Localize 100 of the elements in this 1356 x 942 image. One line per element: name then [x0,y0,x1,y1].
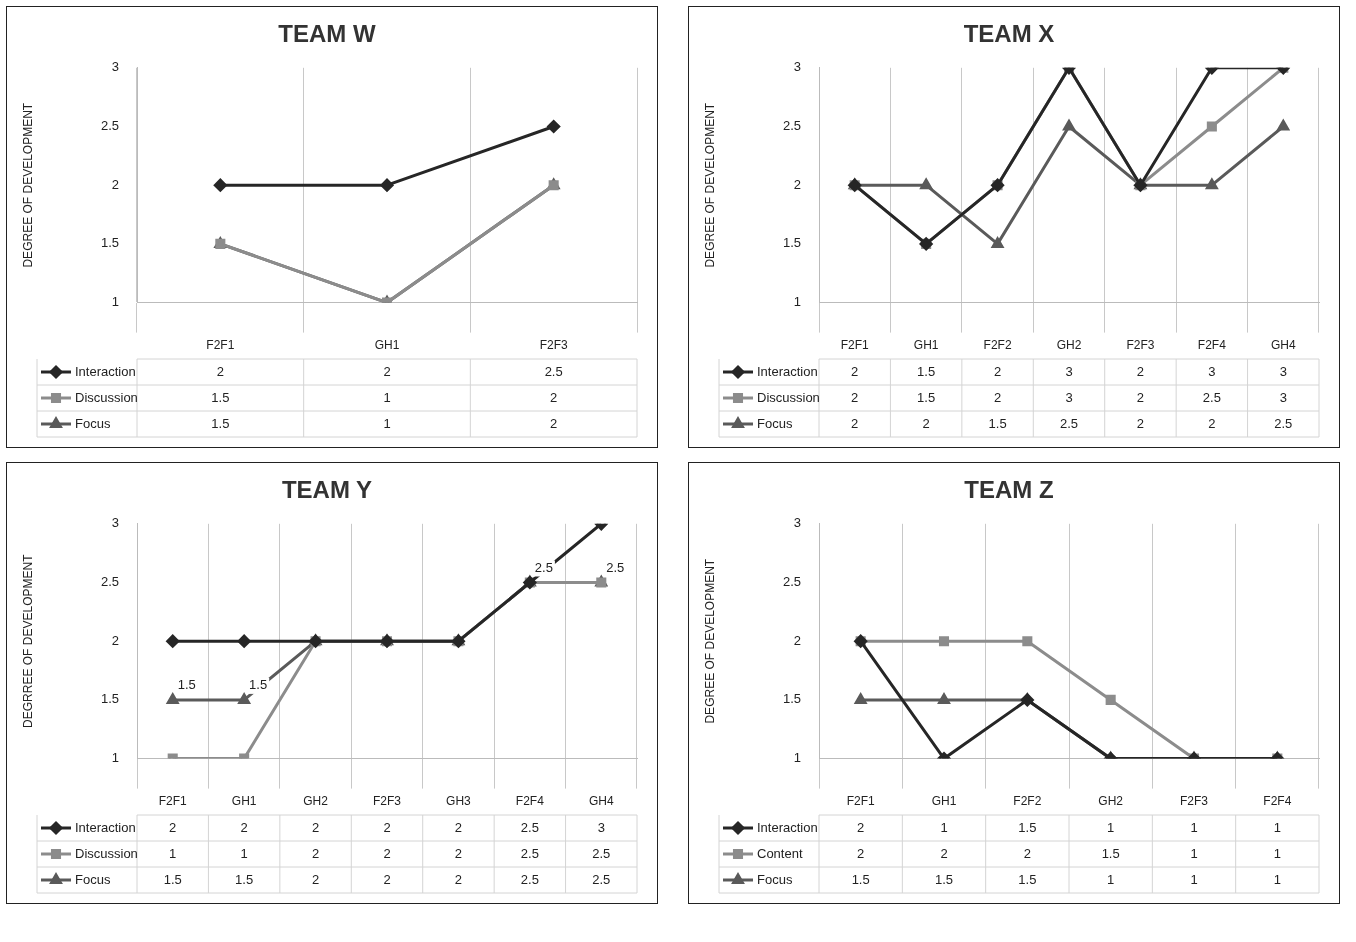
x-tick-label: F2F4 [1263,794,1292,809]
data-label: 2 [1136,389,1145,405]
x-tick-label: GH4 [1270,338,1296,353]
data-label: 2 [383,819,391,835]
legend-label: Focus [75,415,111,431]
x-tick-label: F2F1 [158,794,188,809]
y-tick-label: 2 [793,632,801,648]
y-tick-label: 2 [793,176,801,192]
x-tick-label: F2F1 [206,338,235,353]
data-label: 2.5 [544,363,563,379]
data-label: 1 [1107,819,1115,835]
data-label: 2 [1208,415,1216,431]
data-label: 2 [311,871,320,887]
annotation: 1.5 [177,677,196,693]
y-tick-label: 1 [793,294,801,310]
legend-label: Content [757,845,803,861]
data-label: 1.5 [917,363,936,379]
data-label: 2.5 [520,819,539,835]
data-label: 2.5 [1059,415,1079,431]
data-label: 2 [940,845,948,861]
x-tick-label: F2F3 [1179,794,1209,809]
data-label: 1.5 [211,415,230,431]
y-tick-label: 3 [111,59,119,75]
y-tick-label: 2.5 [782,574,801,590]
data-label: 3 [1065,389,1073,405]
data-label: 2 [550,415,558,431]
data-label: 2 [857,845,865,861]
annotation: 1.5 [249,677,268,693]
y-axis-title: DEGREE OF DEVELOPMENT [20,102,35,268]
data-label: 3 [1279,363,1287,379]
legend-label: Discussion [75,389,138,405]
data-label: 3 [1208,363,1216,379]
data-label: 1 [1190,819,1198,835]
legend-label: Discussion [757,389,820,405]
data-label: 2 [1136,363,1145,379]
data-label: 1 [1273,819,1281,835]
y-axis-title: DEGREE OF DEVELOPMENT [702,558,717,724]
data-label: 1.5 [1101,845,1120,861]
chart-title: TEAM Y [281,476,373,504]
data-label: 2 [851,389,859,405]
data-label: 2.5 [520,871,539,887]
data-label: 1 [383,415,391,431]
data-label: 1 [1190,871,1198,887]
y-tick-label: 1.5 [100,235,119,251]
data-label: 1.5 [1018,819,1037,835]
y-tick-label: 2.5 [782,118,801,134]
legend-label: Interaction [75,363,136,379]
x-tick-label: GH2 [303,794,329,809]
x-tick-label: GH1 [931,794,957,809]
legend-label: Interaction [757,819,818,835]
y-tick-label: 3 [793,59,801,75]
y-tick-label: 1.5 [782,235,801,251]
x-tick-label: F2F1 [840,338,870,353]
x-tick-label: GH4 [588,794,614,809]
data-label: 1 [383,389,391,405]
data-label: 2 [240,819,248,835]
data-label: 1.5 [235,871,254,887]
data-label: 2 [454,845,463,861]
data-label: 2 [454,819,463,835]
y-tick-label: 1 [793,750,801,766]
data-label: 1.5 [988,415,1007,431]
y-tick-label: 2.5 [100,118,119,134]
y-tick-label: 2.5 [100,574,119,590]
data-label: 2 [169,819,177,835]
y-axis-title: DEGREE OF DEVELOPMENT [702,102,717,268]
data-label: 1.5 [917,389,936,405]
y-tick-label: 1 [111,750,119,766]
chart-title: TEAM Z [964,476,1054,504]
x-tick-label: F2F2 [1013,794,1042,809]
x-tick-label: F2F1 [846,794,875,809]
x-tick-label: F2F3 [539,338,568,353]
legend-label: Focus [757,871,793,887]
x-tick-label: GH3 [446,794,472,809]
data-label: 2 [454,871,463,887]
data-label: 2 [383,845,391,861]
data-label: 2 [550,389,558,405]
x-tick-label: F2F4 [515,794,545,809]
legend-label: Interaction [757,363,818,379]
chart-title: TEAM X [963,20,1055,48]
data-label: 2 [383,871,391,887]
y-tick-label: 1.5 [100,691,119,707]
chart-title: TEAM W [278,20,376,48]
data-label: 2 [851,363,859,379]
data-label: 2.5 [520,845,539,861]
data-label: 2 [993,363,1002,379]
data-label: 2 [922,415,930,431]
data-label: 1 [940,819,948,835]
data-label: 2.5 [592,871,611,887]
legend-label: Interaction [75,819,136,835]
data-label: 1.5 [934,871,954,887]
x-tick-label: GH1 [231,794,257,809]
data-label: 3 [1065,363,1073,379]
data-label: 2 [1136,415,1145,431]
data-label: 2.5 [1202,389,1221,405]
legend-label: Focus [757,415,793,431]
annotation: 2.5 [534,560,553,576]
data-label: 2.5 [592,845,611,861]
annotation: 2.5 [606,560,625,576]
legend-label: Focus [75,871,111,887]
y-tick-label: 3 [111,515,119,531]
